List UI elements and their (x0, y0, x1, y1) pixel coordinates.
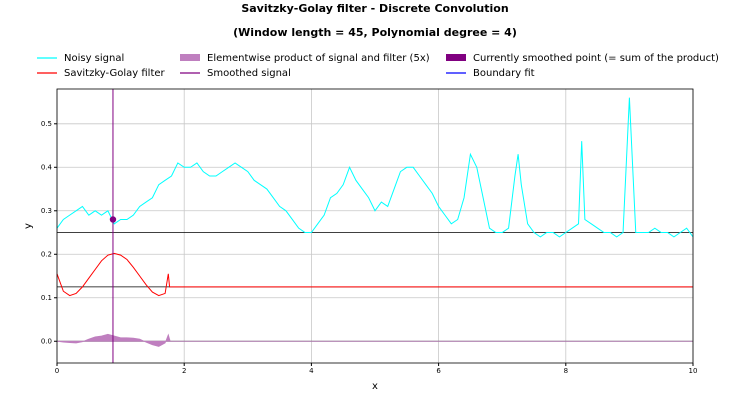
legend-label: Noisy signal (64, 53, 124, 64)
legend-label: Currently smoothed point (= sum of the p… (473, 53, 719, 64)
legend-label: Boundary fit (473, 68, 535, 79)
x-tick-label: 0 (55, 367, 59, 375)
y-tick-label: 0.0 (41, 337, 52, 345)
chart-title: Savitzky-Golay filter - Discrete Convolu… (241, 2, 508, 15)
x-tick-label: 2 (182, 367, 186, 375)
legend-swatch (446, 54, 466, 61)
y-axis-label: y (23, 223, 34, 229)
series-area (56, 333, 693, 347)
chart-subtitle: (Window length = 45, Polynomial degree =… (233, 26, 517, 39)
legend-swatch (180, 54, 200, 61)
y-tick-label: 0.4 (41, 163, 53, 171)
legend-label: Elementwise product of signal and filter… (207, 53, 430, 64)
x-tick-label: 8 (564, 367, 568, 375)
series-line (56, 252, 693, 297)
series-line (56, 97, 694, 238)
y-tick-label: 0.2 (41, 250, 52, 258)
y-tick-label: 0.1 (41, 294, 52, 302)
x-tick-label: 4 (309, 367, 314, 375)
plot-frame (56, 88, 694, 364)
x-tick-label: 6 (436, 367, 441, 375)
x-tick-label: 10 (689, 367, 698, 375)
legend-label: Smoothed signal (207, 68, 291, 79)
y-tick-label: 0.5 (41, 120, 52, 128)
x-axis-label: x (372, 381, 378, 392)
y-tick-label: 0.3 (41, 207, 52, 215)
current-point (109, 216, 117, 223)
legend-label: Savitzky-Golay filter (64, 68, 166, 79)
